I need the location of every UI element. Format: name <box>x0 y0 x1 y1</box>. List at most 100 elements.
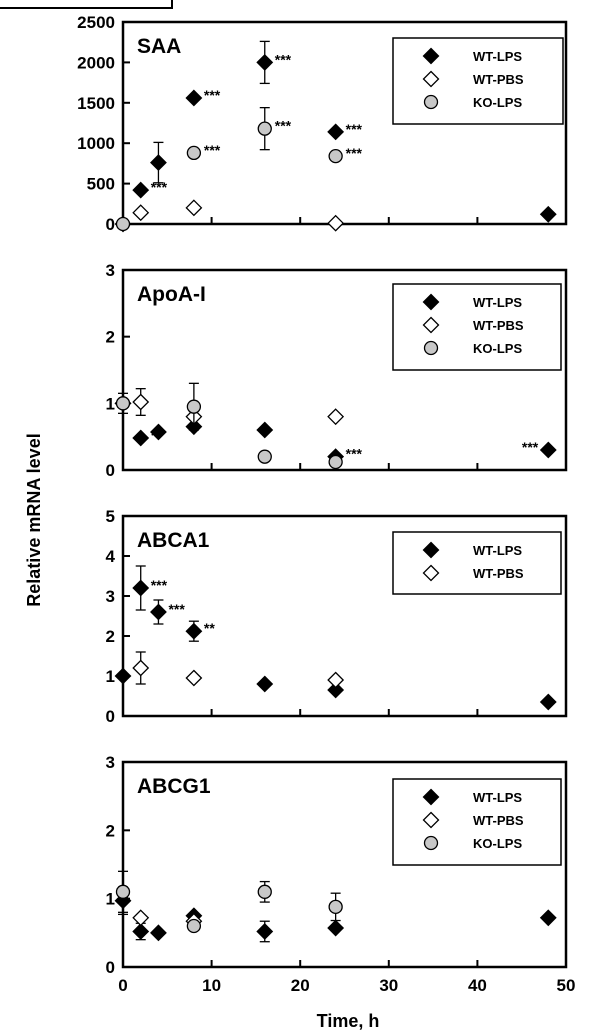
y-axis-title: Relative mRNA level <box>24 433 44 606</box>
legend-label: WT-PBS <box>473 318 524 333</box>
data-point <box>327 919 345 937</box>
data-point <box>132 923 150 940</box>
data-point <box>328 148 343 164</box>
data-point <box>150 603 167 621</box>
x-tick-label: 20 <box>291 976 310 995</box>
panel-title: SAA <box>137 35 181 58</box>
legend-marker <box>422 316 440 334</box>
legend-box <box>392 531 562 595</box>
significance-label: *** <box>204 142 221 158</box>
data-point <box>327 408 345 426</box>
data-point <box>132 429 150 447</box>
significance-label: *** <box>346 121 363 137</box>
panel-title: ABCA1 <box>137 529 210 552</box>
data-point <box>185 89 203 107</box>
y-tick-label: 0 <box>106 461 115 480</box>
data-point <box>257 121 272 136</box>
data-point <box>257 449 272 464</box>
legend-marker <box>422 47 440 65</box>
y-tick-label: 500 <box>87 175 115 194</box>
plot-frame <box>121 514 568 718</box>
y-tick-label: 5 <box>106 507 115 526</box>
y-tick-label: 1 <box>106 890 115 909</box>
y-tick-label: 3 <box>106 753 115 772</box>
x-axis-title: Time, h <box>317 1011 380 1031</box>
data-point <box>150 423 167 441</box>
data-point <box>539 205 557 223</box>
legend-box <box>392 37 564 125</box>
data-point <box>186 399 202 414</box>
legend-box <box>392 778 562 866</box>
y-tick-label: 0 <box>106 958 115 977</box>
y-tick-label: 0 <box>106 215 115 234</box>
x-tick-label: 30 <box>379 976 398 995</box>
data-point <box>115 216 131 232</box>
y-tick-label: 2500 <box>77 13 115 32</box>
panel-title: ApoA-I <box>137 283 206 306</box>
plot-frame <box>121 20 568 226</box>
data-point <box>132 204 150 222</box>
data-point <box>256 675 274 693</box>
legend-marker <box>423 340 439 356</box>
y-tick-label: 1000 <box>77 134 115 153</box>
y-tick-label: 2 <box>106 328 115 347</box>
legend-label: KO-LPS <box>473 95 522 110</box>
panel-0: 0 500 1000 1500 2000 2500 SAA *** *** *** *** *** **… <box>77 13 568 234</box>
significance-label: *** <box>275 51 292 67</box>
data-point <box>256 53 274 71</box>
y-tick-label: 3 <box>106 261 115 280</box>
significance-label: *** <box>168 601 185 617</box>
significance-label: *** <box>151 179 168 195</box>
y-tick-label: 2 <box>106 821 115 840</box>
data-point <box>150 154 167 172</box>
data-point <box>327 123 345 141</box>
significance-label: *** <box>346 145 363 161</box>
plot-frame <box>121 760 568 969</box>
legend-marker <box>422 293 440 311</box>
data-point <box>132 579 150 597</box>
legend-label: KO-LPS <box>473 836 522 851</box>
legend-label: KO-LPS <box>473 341 522 356</box>
significance-label: *** <box>346 446 363 462</box>
y-tick-label: 2 <box>106 627 115 646</box>
data-point <box>327 214 345 232</box>
legend-marker <box>422 541 440 559</box>
data-point <box>539 693 557 711</box>
x-tick-label: 10 <box>202 976 221 995</box>
data-point <box>539 909 557 927</box>
x-tick-label: 0 <box>118 976 127 995</box>
y-tick-label: 4 <box>106 547 116 566</box>
legend-label: WT-LPS <box>473 790 522 805</box>
panel-title: ABCG1 <box>137 775 211 798</box>
legend-box <box>392 283 562 371</box>
legend-label: WT-LPS <box>473 49 522 64</box>
legend-label: WT-PBS <box>473 813 524 828</box>
data-point <box>132 393 150 411</box>
data-point <box>185 199 203 217</box>
legend-marker <box>422 811 440 829</box>
data-point <box>186 918 202 934</box>
significance-label: *** <box>275 118 292 134</box>
data-point <box>185 669 203 687</box>
data-point <box>256 923 274 940</box>
data-point <box>256 421 274 439</box>
legend-marker <box>423 835 439 851</box>
y-tick-label: 1 <box>106 667 115 686</box>
data-point <box>150 924 167 942</box>
data-point <box>327 681 345 699</box>
legend-label: WT-PBS <box>473 72 524 87</box>
data-point <box>257 884 272 899</box>
y-tick-label: 1500 <box>77 94 115 113</box>
legend-marker <box>422 564 440 582</box>
legend-label: WT-PBS <box>473 566 524 581</box>
significance-label: *** <box>151 577 168 593</box>
data-point <box>186 145 202 161</box>
y-tick-label: 2000 <box>77 53 115 72</box>
data-point <box>115 884 131 899</box>
data-point <box>328 454 343 470</box>
data-point <box>132 181 150 199</box>
